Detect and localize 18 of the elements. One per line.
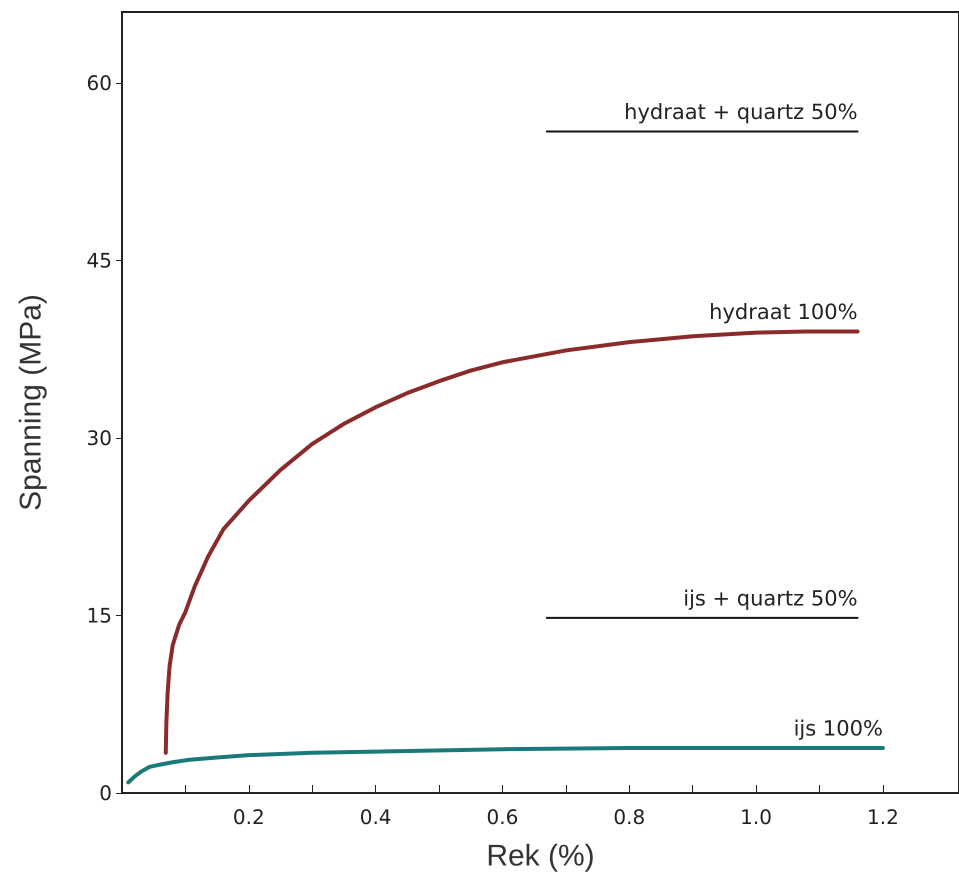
x-tick-label: 0.4 xyxy=(360,805,392,829)
y-tick-label: 0 xyxy=(99,781,112,805)
x-tick-label: 1.2 xyxy=(867,805,899,829)
y-axis-title: Spanning (MPa) xyxy=(14,294,48,511)
y-tick-label: 15 xyxy=(86,604,112,628)
series-label: ijs 100% xyxy=(794,716,883,741)
x-tick-label: 0.8 xyxy=(613,805,646,829)
x-tick-label: 0.2 xyxy=(232,805,265,829)
series-label: hydraat + quartz 50% xyxy=(624,100,858,124)
y-tick-label: 60 xyxy=(86,71,112,95)
x-tick-label: 0.6 xyxy=(486,805,518,829)
y-tick-label: 30 xyxy=(86,426,112,450)
line-series xyxy=(126,746,885,784)
x-tick-label: 1.0 xyxy=(740,805,772,829)
y-tick-label: 45 xyxy=(86,248,112,272)
series-label: ijs + quartz 50% xyxy=(683,586,858,610)
x-axis-title: Rek (%) xyxy=(486,840,595,872)
series-label: hydraat 100% xyxy=(709,300,858,324)
